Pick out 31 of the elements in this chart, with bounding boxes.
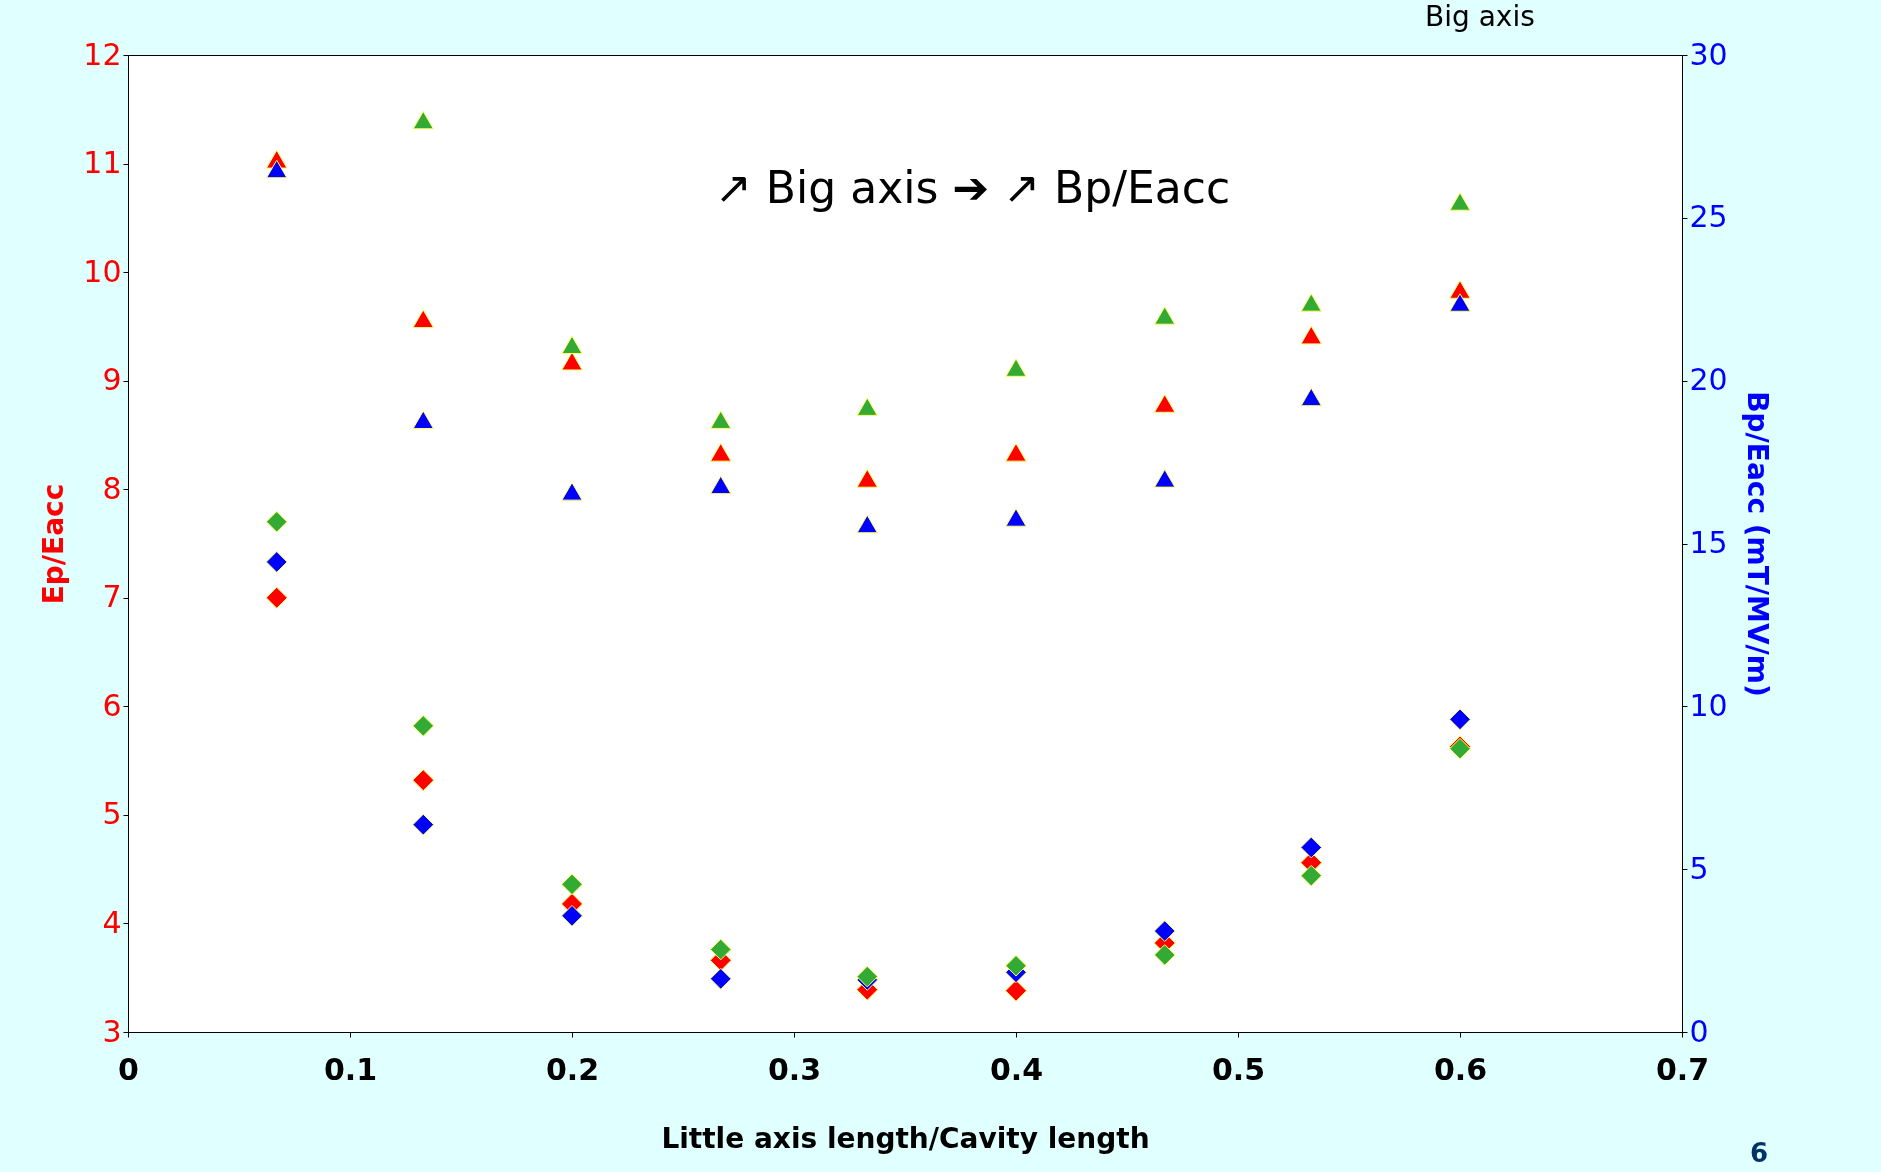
x-tick-label: 0.5 (1211, 1051, 1266, 1087)
y-tick-label: 12 (83, 36, 122, 72)
y-tick-label: 9 (102, 362, 122, 398)
y2-tick-label: 20 (1689, 362, 1728, 398)
y-tick-label: 10 (83, 253, 122, 289)
x-tick-label: 0.1 (323, 1051, 378, 1087)
y2-tick-label: 10 (1689, 687, 1728, 723)
text: Big axis (1425, 0, 1535, 33)
y-tick-label: 8 (102, 470, 122, 506)
x-tick-label: 0.3 (767, 1051, 822, 1087)
y2-tick-label: 25 (1689, 199, 1728, 235)
y-tick-label: 11 (83, 145, 122, 181)
x-tick-label: 0 (118, 1051, 139, 1087)
x-axis-title: Little axis length/Cavity length (661, 1121, 1150, 1155)
y2-axis-title: Bp/Eacc (mT/MV/m) (1740, 391, 1774, 697)
y-tick-label: 5 (102, 796, 122, 832)
y-tick-label: 3 (102, 1013, 122, 1049)
y2-tick-label: 30 (1689, 36, 1728, 72)
text: 6 (1750, 1138, 1769, 1168)
y2-tick-label: 0 (1689, 1013, 1709, 1049)
y-tick-label: 7 (102, 579, 122, 615)
y2-tick-label: 15 (1689, 525, 1728, 560)
y2-tick-label: 5 (1689, 850, 1709, 886)
y-tick-label: 6 (102, 687, 122, 723)
y-tick-label: 4 (102, 904, 122, 940)
x-tick-label: 0.7 (1655, 1051, 1710, 1087)
x-tick-label: 0.4 (989, 1051, 1044, 1087)
x-tick-label: 0.6 (1433, 1051, 1488, 1087)
y-axis-title: Ep/Eacc (37, 483, 71, 605)
x-tick-label: 0.2 (545, 1051, 600, 1087)
annotation: ↗ Big axis ➔ ↗ Bp/Eacc (715, 162, 1231, 213)
